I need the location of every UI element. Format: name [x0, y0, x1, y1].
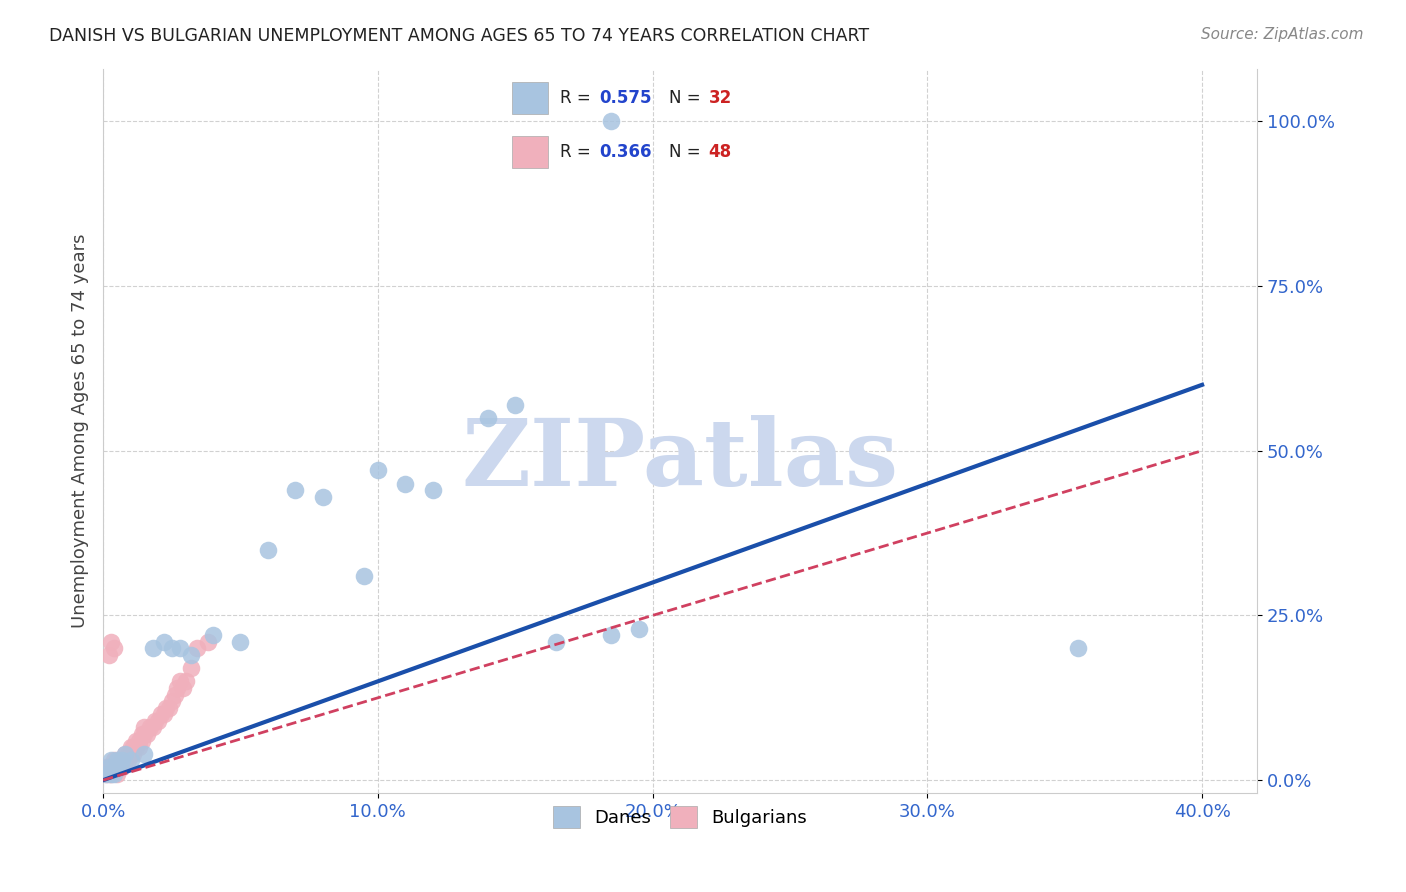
Text: 32: 32	[709, 89, 733, 107]
Y-axis label: Unemployment Among Ages 65 to 74 years: Unemployment Among Ages 65 to 74 years	[72, 234, 89, 628]
Point	[353, 569, 375, 583]
Point	[477, 410, 499, 425]
Point	[111, 753, 134, 767]
FancyBboxPatch shape	[512, 82, 548, 114]
Point	[202, 628, 225, 642]
Point	[120, 740, 142, 755]
FancyBboxPatch shape	[512, 136, 548, 168]
Point	[114, 747, 136, 761]
Point	[114, 753, 136, 767]
Point	[128, 733, 150, 747]
Point	[627, 622, 650, 636]
Point	[186, 641, 208, 656]
Text: Source: ZipAtlas.com: Source: ZipAtlas.com	[1201, 27, 1364, 42]
Point	[149, 707, 172, 722]
Point	[1067, 641, 1090, 656]
Text: DANISH VS BULGARIAN UNEMPLOYMENT AMONG AGES 65 TO 74 YEARS CORRELATION CHART: DANISH VS BULGARIAN UNEMPLOYMENT AMONG A…	[49, 27, 869, 45]
Point	[143, 714, 166, 728]
Point	[157, 700, 180, 714]
Point	[117, 753, 139, 767]
Point	[134, 721, 156, 735]
Point	[111, 753, 134, 767]
Point	[122, 740, 145, 755]
Point	[120, 747, 142, 761]
Point	[180, 648, 202, 662]
Point	[100, 760, 122, 774]
Text: 48: 48	[709, 143, 731, 161]
Point	[152, 634, 174, 648]
Point	[152, 707, 174, 722]
Legend: Danes, Bulgarians: Danes, Bulgarians	[546, 798, 814, 835]
Point	[169, 641, 191, 656]
Point	[134, 747, 156, 761]
Point	[128, 740, 150, 755]
Point	[142, 721, 165, 735]
Point	[180, 661, 202, 675]
Point	[503, 398, 526, 412]
Point	[136, 727, 159, 741]
Point	[94, 760, 117, 774]
Point	[422, 483, 444, 498]
Point	[284, 483, 307, 498]
Point	[94, 766, 117, 780]
Point	[103, 760, 125, 774]
Point	[100, 766, 122, 780]
Point	[100, 753, 122, 767]
Text: 0.366: 0.366	[599, 143, 651, 161]
Point	[94, 766, 117, 780]
Text: N =: N =	[669, 89, 706, 107]
Point	[257, 542, 280, 557]
Point	[108, 753, 131, 767]
Point	[312, 490, 335, 504]
Point	[108, 760, 131, 774]
Point	[160, 641, 183, 656]
Point	[114, 747, 136, 761]
Point	[103, 641, 125, 656]
Point	[174, 674, 197, 689]
Point	[108, 760, 131, 774]
Point	[142, 641, 165, 656]
Point	[100, 766, 122, 780]
Text: ZIPatlas: ZIPatlas	[461, 415, 898, 505]
Point	[367, 463, 389, 477]
Point	[111, 760, 134, 774]
Text: 0.575: 0.575	[599, 89, 651, 107]
Point	[105, 766, 128, 780]
Point	[600, 114, 623, 128]
Point	[131, 733, 153, 747]
Point	[169, 674, 191, 689]
Point	[103, 753, 125, 767]
Text: R =: R =	[560, 89, 596, 107]
Point	[166, 681, 188, 695]
Point	[197, 634, 219, 648]
Text: N =: N =	[669, 143, 706, 161]
Point	[155, 700, 177, 714]
Point	[163, 688, 186, 702]
Point	[229, 634, 252, 648]
Point	[146, 714, 169, 728]
Point	[97, 648, 120, 662]
Point	[139, 721, 162, 735]
Point	[122, 747, 145, 761]
Point	[394, 476, 416, 491]
Point	[134, 727, 156, 741]
Point	[172, 681, 194, 695]
Point	[600, 628, 623, 642]
Text: R =: R =	[560, 143, 596, 161]
Point	[105, 753, 128, 767]
Point	[97, 760, 120, 774]
Point	[546, 634, 568, 648]
Point	[131, 727, 153, 741]
Point	[125, 733, 148, 747]
Point	[125, 740, 148, 755]
Point	[97, 766, 120, 780]
Point	[100, 634, 122, 648]
Point	[105, 760, 128, 774]
Point	[103, 766, 125, 780]
Point	[120, 753, 142, 767]
Point	[97, 760, 120, 774]
Point	[117, 747, 139, 761]
Point	[160, 694, 183, 708]
Point	[105, 760, 128, 774]
